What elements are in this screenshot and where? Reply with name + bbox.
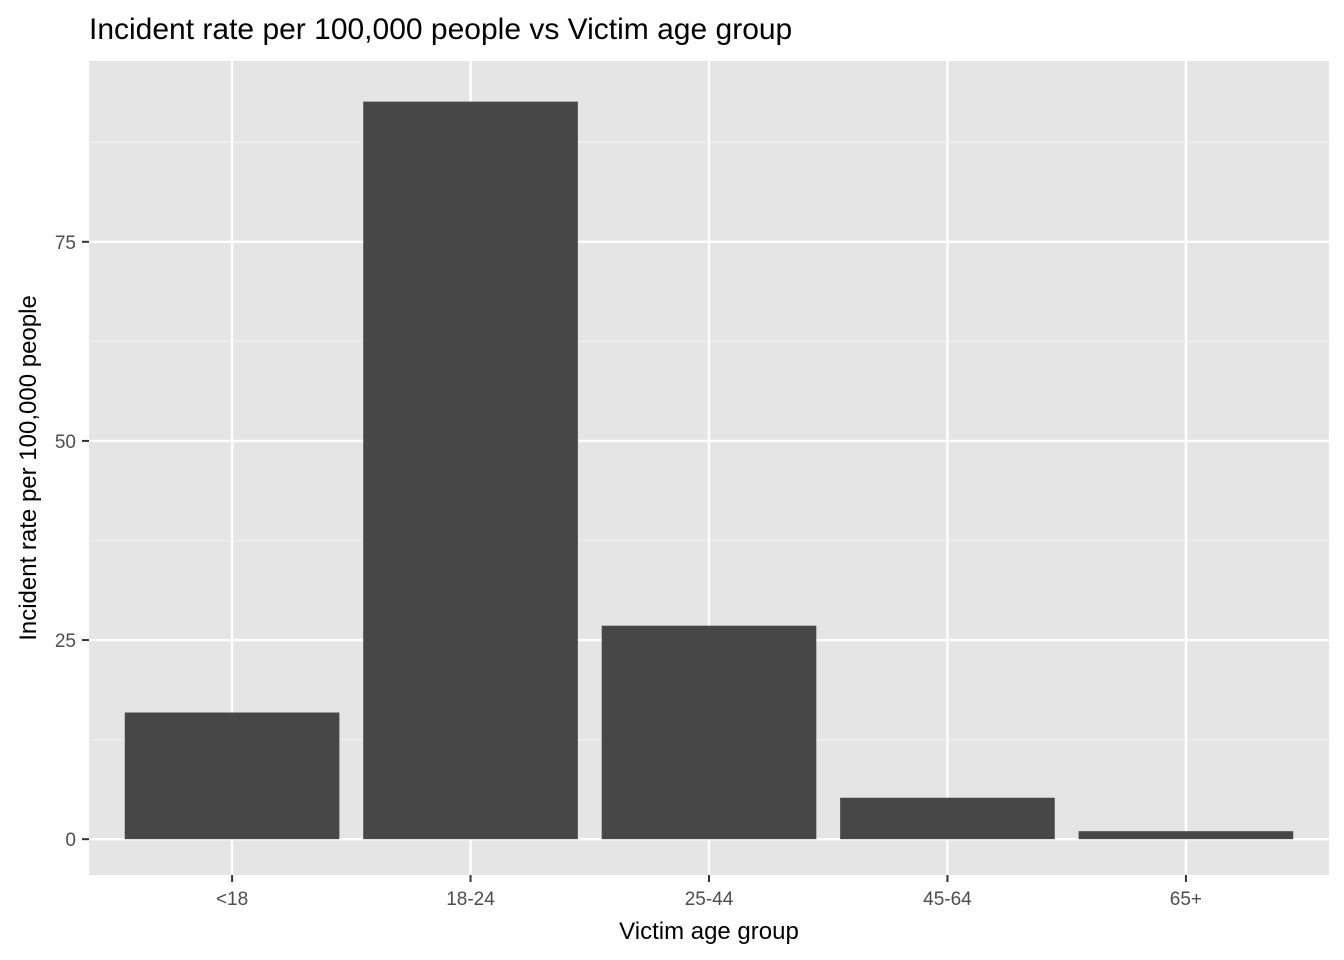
x-tick-label: 18-24: [446, 889, 495, 910]
chart-title: Incident rate per 100,000 people vs Vict…: [89, 13, 792, 46]
x-tick-label: <18: [216, 889, 248, 910]
y-tick-label: 25: [55, 631, 76, 652]
bars: [124, 101, 1294, 840]
y-axis: 0 25 50 75: [55, 233, 89, 851]
x-axis: <18 18-24 25-44 45-64 65+: [216, 875, 1202, 910]
bar-18-24: [363, 101, 578, 840]
x-tick-label: 45-64: [923, 889, 972, 910]
bar-<18: [124, 712, 340, 840]
x-tick-label: 65+: [1170, 889, 1202, 910]
bar-45-64: [840, 797, 1055, 840]
y-tick-label: 75: [55, 233, 76, 254]
y-tick-label: 50: [55, 432, 76, 453]
bar-65+: [1078, 831, 1294, 840]
bar-25-44: [601, 625, 817, 840]
y-tick-label: 0: [65, 830, 76, 851]
y-axis-title: Incident rate per 100,000 people: [15, 295, 42, 641]
x-axis-title: Victim age group: [619, 918, 799, 945]
x-tick-label: 25-44: [685, 889, 734, 910]
